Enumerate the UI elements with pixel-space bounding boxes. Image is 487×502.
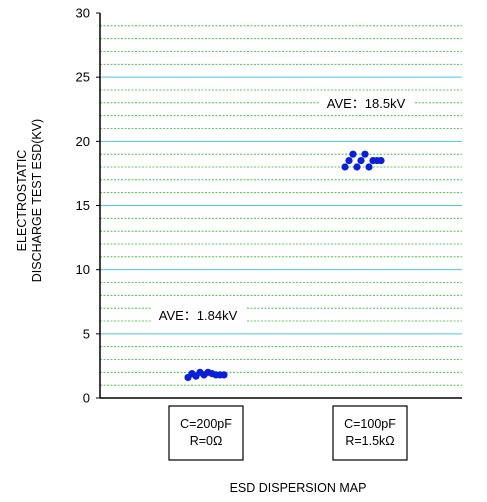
data-point — [345, 156, 353, 165]
data-point — [349, 150, 357, 158]
average-annotation-background — [318, 94, 414, 113]
data-point — [365, 163, 373, 171]
category-label: R=0Ω — [190, 434, 223, 448]
category-label: C=200pF — [180, 417, 232, 431]
data-point — [377, 156, 385, 165]
y-tick-label: 5 — [83, 326, 90, 341]
data-points — [184, 150, 385, 382]
data-point — [341, 163, 349, 171]
average-annotation-background — [150, 306, 246, 325]
y-axis-label-line: DISCHARGE TEST ESD(KV) — [30, 119, 44, 282]
y-tick-label: 30 — [76, 6, 90, 21]
data-point — [353, 163, 361, 171]
y-axis-label-line: ELECTROSTATIC — [15, 150, 29, 252]
category-label: C=100pF — [344, 417, 396, 431]
data-point — [361, 150, 369, 158]
y-tick-label: 25 — [76, 70, 90, 85]
y-tick-label: 0 — [83, 391, 90, 406]
category-box — [168, 405, 244, 461]
average-annotation: AVE：18.5kV — [327, 96, 406, 111]
data-point — [220, 371, 228, 379]
y-tick-label: 20 — [76, 134, 90, 149]
y-axis-label: ELECTROSTATICDISCHARGE TEST ESD(KV) — [15, 119, 44, 282]
average-annotation: AVE：1.84kV — [159, 308, 238, 323]
category-box — [332, 405, 408, 461]
category-label: R=1.5kΩ — [345, 434, 394, 448]
category-labels: C=200pF R=0Ω C=100pF R=1.5kΩ — [168, 405, 408, 461]
grid-lines — [100, 25, 462, 386]
average-annotations: AVE：1.84kV AVE：18.5kV — [150, 94, 414, 325]
y-tick-labels: 0 5 10 15 20 25 30 — [76, 6, 100, 406]
y-tick-label: 10 — [76, 262, 90, 277]
data-point — [357, 156, 365, 165]
chart-footer-title: ESD DISPERSION MAP — [230, 481, 367, 495]
y-tick-label: 15 — [76, 198, 90, 213]
